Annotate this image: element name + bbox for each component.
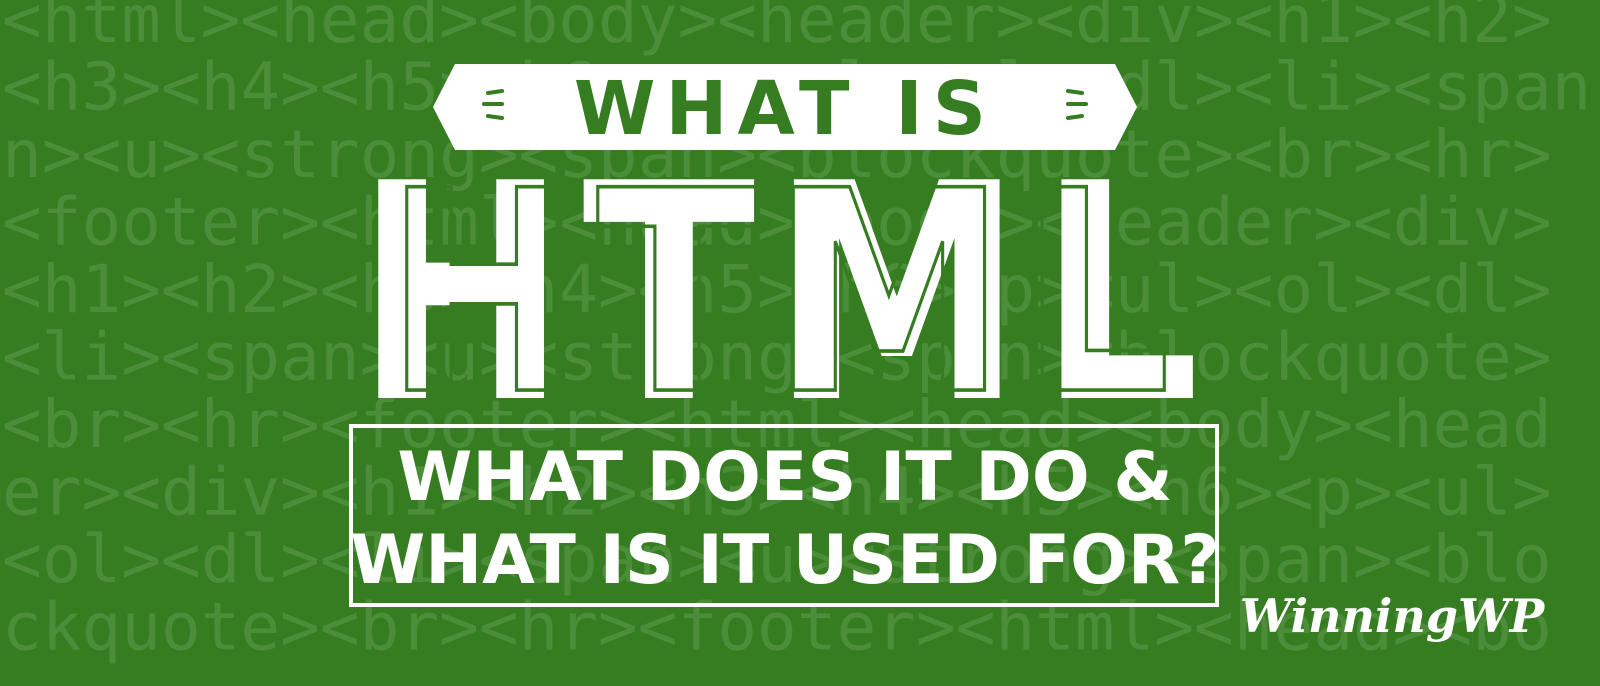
background-code: <html><head><body><header><div><h1><h2> <… (2, 0, 1591, 666)
subtitle-box (349, 424, 1219, 607)
kicker-banner (433, 64, 1137, 150)
code-line: <html><head><body><header><div><h1><h2> (2, 0, 1552, 58)
kicker: WHAT IS (574, 66, 996, 152)
brand-logo: WinningWP (1240, 589, 1546, 643)
code-line: <h1><h2><h3><h4><h5><h6><p><ul><ol><dl> (2, 251, 1552, 328)
subtitle-line: WHAT IS IT USED FOR? (350, 521, 1219, 600)
title: HTML (355, 120, 1215, 469)
subtitle-line: WHAT DOES IT DO & (397, 438, 1172, 517)
code-line: <ol><dl><li><span><u><strong><span><blo (2, 521, 1552, 598)
code-line: ckquote><br><hr><footer><html><head><bo (2, 589, 1552, 666)
code-line: <footer><html><head><body><header><div> (2, 184, 1552, 261)
code-line: er><div><h1><h2><h3><h4><h5><h6><p><ul> (2, 454, 1552, 531)
code-line: <li><span><u><strong><span><blockquote> (2, 319, 1552, 396)
title-inline: HTML (385, 131, 1185, 456)
kicker-ornaments (482, 89, 1088, 120)
